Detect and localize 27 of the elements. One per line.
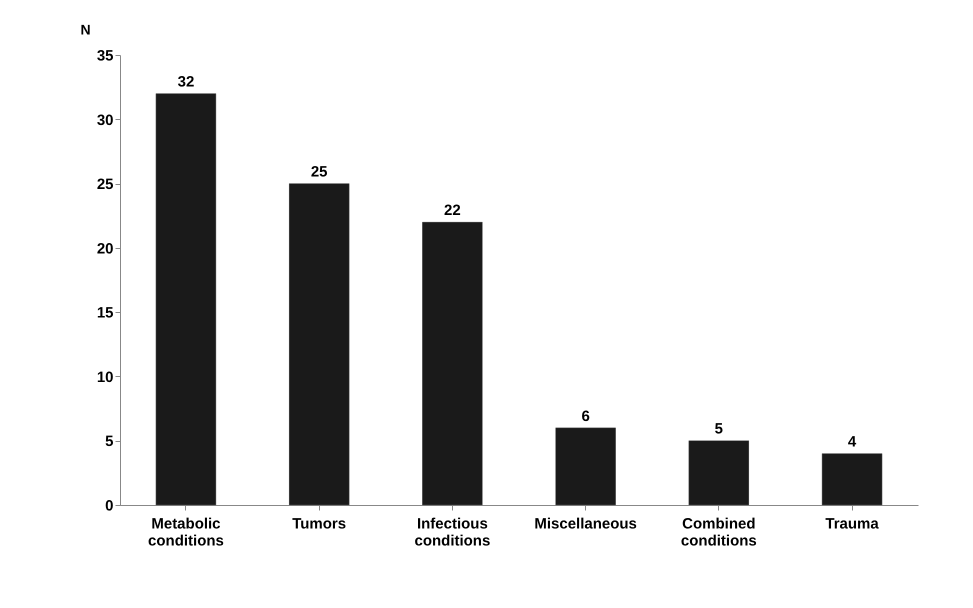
bar xyxy=(156,93,216,506)
data-label: 4 xyxy=(848,434,857,451)
x-tick-label: Miscellaneous xyxy=(534,516,637,532)
x-tick-label: Tumors xyxy=(292,516,346,532)
x-tick-label: Trauma xyxy=(825,516,880,532)
bar xyxy=(555,428,616,506)
y-axis-title: N xyxy=(80,22,91,38)
x-tick-label: Infectious conditions xyxy=(414,516,490,550)
bar xyxy=(288,183,350,506)
y-tick-label: 35 xyxy=(96,48,114,64)
data-label: 5 xyxy=(714,420,724,438)
bar xyxy=(688,440,750,506)
bar xyxy=(822,453,882,506)
data-label: 22 xyxy=(444,202,461,220)
data-label: 25 xyxy=(310,164,328,181)
y-tick-label: 30 xyxy=(96,112,114,129)
y-tick-label: 15 xyxy=(96,304,114,322)
y-tick-label: 5 xyxy=(105,433,114,450)
y-tick-label: 0 xyxy=(105,498,114,514)
data-label: 32 xyxy=(178,74,194,91)
y-tick-label: 10 xyxy=(96,368,114,386)
data-label: 6 xyxy=(581,408,590,425)
bar xyxy=(422,222,483,506)
x-tick-label: Metabolic conditions xyxy=(148,516,224,550)
y-tick-label: 20 xyxy=(96,240,114,258)
y-tick-label: 25 xyxy=(96,176,114,194)
x-tick-label: Combined conditions xyxy=(680,516,757,550)
